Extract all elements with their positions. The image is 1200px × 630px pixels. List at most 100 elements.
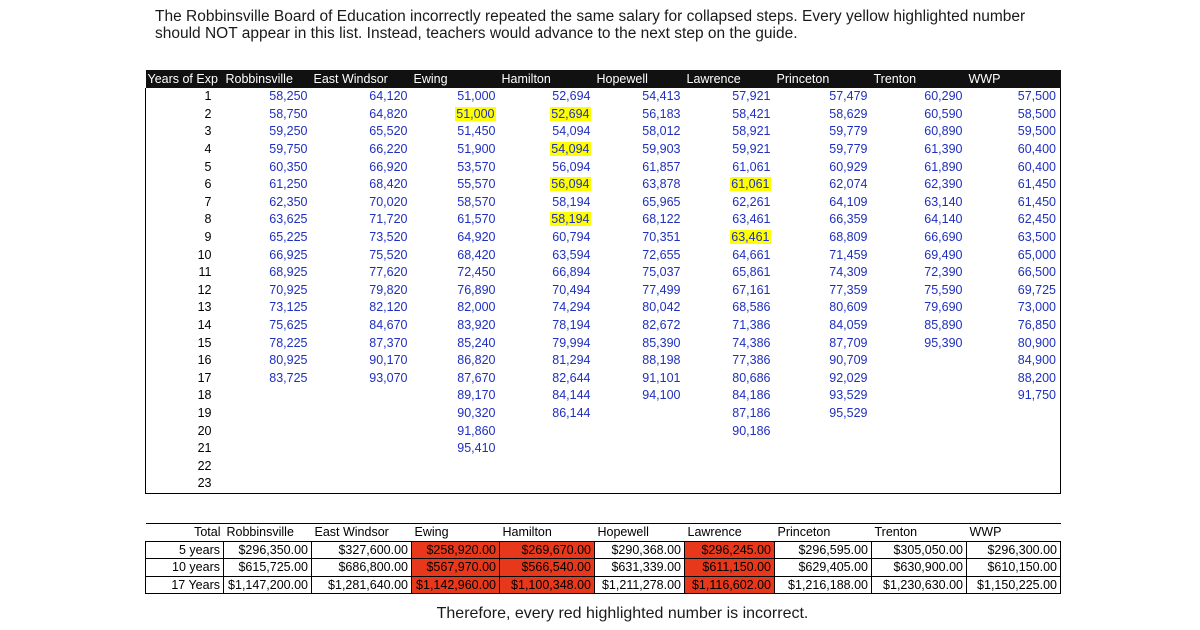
salary-cell: 59,750	[269, 142, 308, 157]
table-row: 18 89,170 84,144 94,100 84,186 93,529 91,750	[145, 387, 1061, 405]
salary-cell	[872, 422, 967, 440]
total-cell: $686,800.00	[311, 558, 412, 577]
highlighted-salary: 63,461	[730, 230, 771, 245]
salary-cell: 51,900	[457, 142, 496, 157]
salary-cell	[312, 457, 412, 475]
salary-cell	[411, 475, 500, 494]
salary-cell: 60,590	[924, 106, 963, 121]
salary-cell: 78,194	[552, 318, 591, 333]
table-row: 20 91,860 90,186	[145, 422, 1061, 440]
salary-cell: 70,351	[642, 230, 681, 245]
salary-cell	[872, 405, 967, 423]
salary-cell	[224, 387, 312, 405]
salary-cell: 95,529	[829, 405, 868, 420]
table-row: 15 78,225 87,370 85,240 79,994 85,390 74,386 87…	[145, 334, 1061, 352]
salary-cell: 64,920	[457, 230, 496, 245]
salary-cell: 63,878	[642, 177, 681, 192]
salary-cell: 87,186	[732, 405, 771, 420]
salary-cell	[412, 457, 500, 475]
salary-header-cell: Years of Exp	[145, 70, 224, 88]
salary-cell	[966, 422, 1061, 440]
salary-cell	[966, 439, 1061, 458]
salary-cell: 91,101	[642, 370, 681, 385]
salary-cell	[872, 352, 967, 370]
salary-cell: 66,690	[924, 230, 963, 245]
total-cell: $269,670.00	[499, 540, 595, 560]
totals-header-cell: Robbinsville	[223, 523, 312, 542]
years-cell: 20	[145, 422, 224, 440]
salary-cell: 64,120	[369, 89, 408, 104]
salary-cell: 60,400	[966, 140, 1061, 159]
salary-cell: 90,320	[457, 405, 496, 420]
years-cell: 7	[145, 193, 224, 212]
salary-cell: 71,386	[732, 318, 771, 333]
salary-cell: 75,590	[924, 282, 963, 297]
period-cell: 17 Years	[145, 575, 224, 595]
salary-cell: 60,290	[924, 89, 963, 104]
salary-cell: 58,500	[966, 105, 1061, 124]
salary-cell: 65,000	[966, 246, 1061, 264]
years-cell: 8	[145, 211, 224, 229]
salary-cell: 63,500	[966, 228, 1061, 247]
salary-cell: 89,170	[457, 388, 496, 403]
salary-cell: 56,183	[642, 106, 681, 121]
salary-cell: 66,500	[966, 263, 1061, 282]
totals-header-cell: Princeton	[774, 523, 872, 542]
salary-cell: 80,686	[732, 370, 771, 385]
total-cell: $1,147,200.00	[223, 575, 312, 595]
salary-cell: 60,350	[269, 159, 308, 174]
salary-cell: 75,520	[369, 247, 408, 262]
salary-header-cell: Trenton	[871, 70, 967, 88]
period-cell: 10 years	[145, 558, 224, 577]
salary-cell: 92,029	[829, 370, 868, 385]
salary-cell: 85,240	[457, 335, 496, 350]
salary-cell: 68,586	[732, 300, 771, 315]
salary-cell: 57,479	[829, 89, 868, 104]
salary-cell: 58,012	[642, 124, 681, 139]
salary-cell	[312, 422, 412, 440]
salary-cell: 66,925	[269, 247, 308, 262]
salary-cell: 61,570	[457, 212, 496, 227]
salary-cell	[774, 475, 872, 494]
salary-header-cell: Hamilton	[499, 70, 595, 88]
totals-header-cell: Trenton	[871, 523, 967, 542]
total-cell: $290,368.00	[594, 540, 685, 560]
salary-cell: 58,250	[269, 89, 308, 104]
salary-cell: 72,390	[924, 265, 963, 280]
table-row: 21 95,410	[145, 439, 1061, 458]
salary-cell: 72,450	[457, 265, 496, 280]
total-cell: $1,116,602.00	[684, 575, 775, 595]
years-cell: 9	[145, 228, 224, 247]
salary-cell	[500, 457, 595, 475]
salary-cell	[872, 457, 967, 475]
salary-cell	[311, 475, 412, 494]
table-row: 9 65,225 73,520 64,920 60,794 70,351 63,461 68,…	[145, 228, 1061, 247]
years-cell: 11	[145, 263, 224, 282]
salary-header-cell: Princeton	[774, 70, 872, 88]
salary-cell: 70,020	[369, 194, 408, 209]
salary-cell: 77,499	[642, 282, 681, 297]
salary-cell: 84,144	[552, 388, 591, 403]
total-cell: $1,211,278.00	[594, 575, 685, 595]
total-cell: $611,150.00	[684, 558, 775, 577]
salary-cell: 90,186	[732, 423, 771, 438]
salary-cell: 63,140	[924, 194, 963, 209]
salary-cell: 66,920	[369, 159, 408, 174]
salary-cell: 65,965	[642, 194, 681, 209]
table-row: 12 70,925 79,820 76,890 70,494 77,499 67,161 77…	[145, 281, 1061, 300]
salary-cell: 58,570	[457, 194, 496, 209]
salary-cell: 52,694	[552, 89, 591, 104]
salary-cell: 58,629	[829, 106, 868, 121]
total-cell: $1,216,188.00	[774, 575, 872, 595]
salary-cell: 62,074	[829, 177, 868, 192]
totals-header-cell: WWP	[966, 523, 1061, 542]
salary-cell: 84,059	[829, 318, 868, 333]
salary-cell: 68,122	[642, 212, 681, 227]
salary-cell: 58,194	[500, 211, 595, 229]
salary-cell: 54,413	[642, 89, 681, 104]
years-cell: 23	[145, 475, 224, 494]
totals-header-cell: Lawrence	[684, 523, 775, 542]
salary-cell: 68,809	[829, 230, 868, 245]
salary-cell: 60,400	[966, 158, 1061, 176]
salary-cell: 75,037	[642, 265, 681, 280]
